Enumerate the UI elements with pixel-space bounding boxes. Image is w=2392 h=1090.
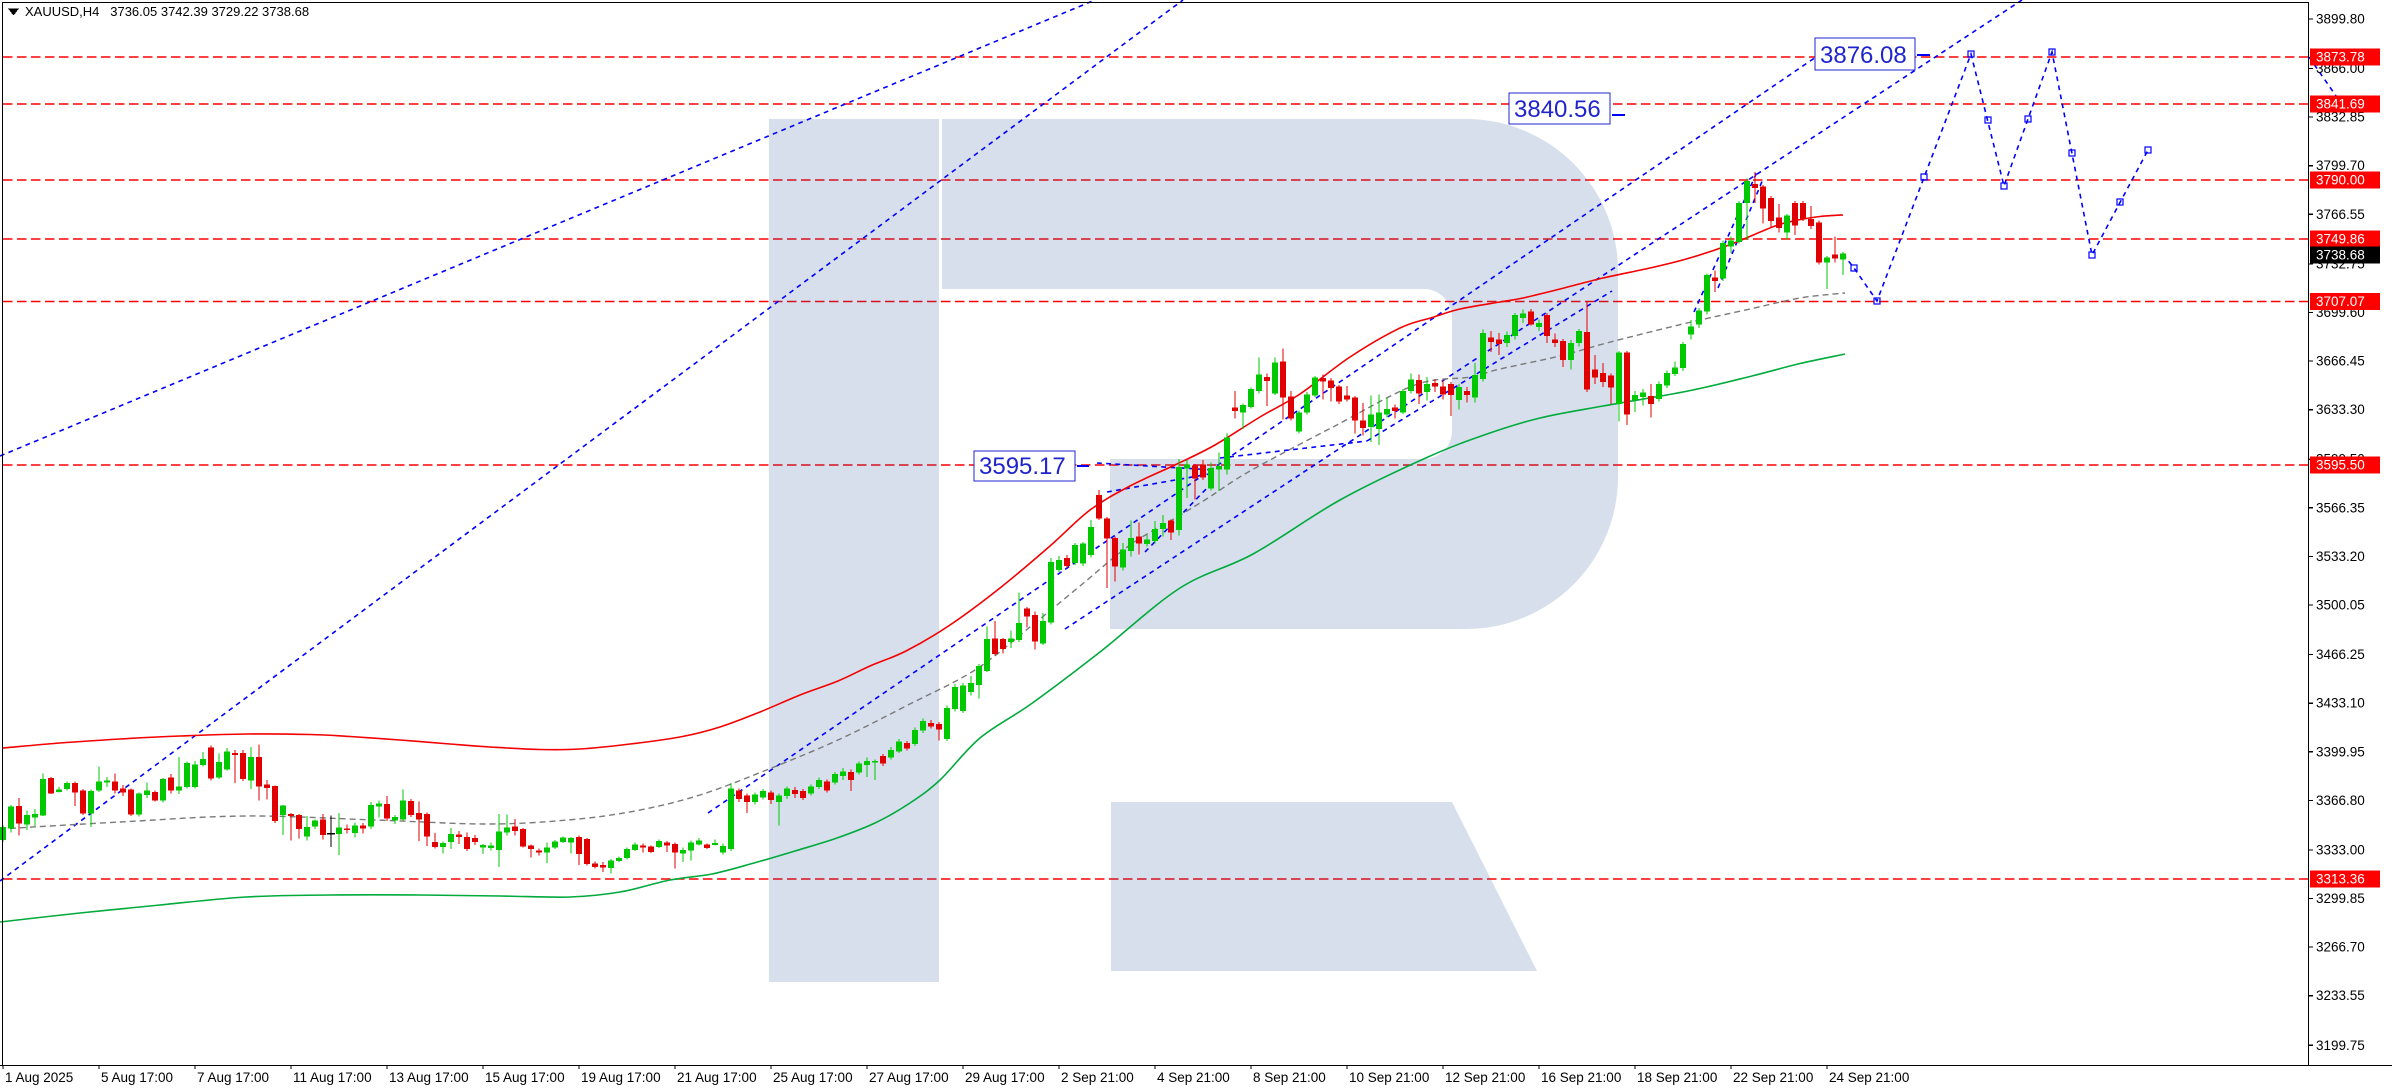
- svg-text:3666.45: 3666.45: [2316, 354, 2365, 369]
- svg-text:3876.08: 3876.08: [1820, 42, 1907, 69]
- svg-text:3595.50: 3595.50: [2316, 458, 2365, 473]
- svg-text:13 Aug 17:00: 13 Aug 17:00: [389, 1070, 469, 1085]
- svg-text:3366.80: 3366.80: [2316, 793, 2365, 808]
- svg-text:1 Aug 2025: 1 Aug 2025: [5, 1070, 73, 1085]
- svg-text:8 Sep 21:00: 8 Sep 21:00: [1253, 1070, 1326, 1085]
- svg-text:25 Aug 17:00: 25 Aug 17:00: [773, 1070, 853, 1085]
- svg-text:3790.00: 3790.00: [2316, 173, 2365, 188]
- svg-text:18 Sep 21:00: 18 Sep 21:00: [1637, 1070, 1717, 1085]
- svg-text:3466.25: 3466.25: [2316, 647, 2365, 662]
- svg-text:3433.10: 3433.10: [2316, 696, 2365, 711]
- svg-text:3399.95: 3399.95: [2316, 744, 2365, 759]
- svg-text:3266.70: 3266.70: [2316, 940, 2365, 955]
- svg-text:3766.55: 3766.55: [2316, 207, 2365, 222]
- svg-text:11 Aug 17:00: 11 Aug 17:00: [293, 1070, 372, 1085]
- svg-text:21 Aug 17:00: 21 Aug 17:00: [677, 1070, 757, 1085]
- svg-text:7 Aug 17:00: 7 Aug 17:00: [197, 1070, 269, 1085]
- svg-text:5 Aug 17:00: 5 Aug 17:00: [101, 1070, 173, 1085]
- svg-text:3738.68: 3738.68: [2316, 248, 2365, 263]
- svg-text:16 Sep 21:00: 16 Sep 21:00: [1541, 1070, 1621, 1085]
- svg-text:27 Aug 17:00: 27 Aug 17:00: [869, 1070, 949, 1085]
- svg-text:3799.70: 3799.70: [2316, 158, 2365, 173]
- svg-text:3832.85: 3832.85: [2316, 110, 2365, 125]
- svg-text:XAUUSD,H4 3736.05 3742.39 37: XAUUSD,H4 3736.05 3742.39 3729.22 3738.6…: [25, 4, 309, 19]
- svg-text:19 Aug 17:00: 19 Aug 17:00: [581, 1070, 661, 1085]
- svg-text:3899.80: 3899.80: [2316, 12, 2365, 27]
- svg-text:3313.36: 3313.36: [2316, 872, 2365, 887]
- svg-text:3707.07: 3707.07: [2316, 294, 2365, 309]
- svg-text:3299.85: 3299.85: [2316, 891, 2365, 906]
- svg-text:3633.30: 3633.30: [2316, 402, 2365, 417]
- svg-text:3566.35: 3566.35: [2316, 500, 2365, 515]
- svg-text:15 Aug 17:00: 15 Aug 17:00: [485, 1070, 565, 1085]
- svg-text:24 Sep 21:00: 24 Sep 21:00: [1829, 1070, 1909, 1085]
- svg-text:3533.20: 3533.20: [2316, 549, 2365, 564]
- svg-text:29 Aug 17:00: 29 Aug 17:00: [965, 1070, 1045, 1085]
- svg-text:3333.00: 3333.00: [2316, 842, 2365, 857]
- svg-text:12 Sep 21:00: 12 Sep 21:00: [1445, 1070, 1525, 1085]
- svg-text:3199.75: 3199.75: [2316, 1038, 2365, 1053]
- svg-text:3749.86: 3749.86: [2316, 232, 2365, 247]
- svg-text:4 Sep 21:00: 4 Sep 21:00: [1157, 1070, 1230, 1085]
- svg-text:3233.55: 3233.55: [2316, 988, 2365, 1003]
- svg-text:3841.69: 3841.69: [2316, 97, 2365, 112]
- svg-text:3840.56: 3840.56: [1514, 96, 1601, 123]
- svg-text:3595.17: 3595.17: [979, 453, 1066, 480]
- svg-text:10 Sep 21:00: 10 Sep 21:00: [1349, 1070, 1429, 1085]
- svg-text:22 Sep 21:00: 22 Sep 21:00: [1733, 1070, 1813, 1085]
- svg-text:3500.05: 3500.05: [2316, 598, 2365, 613]
- svg-text:3873.78: 3873.78: [2316, 50, 2365, 65]
- svg-text:2 Sep 21:00: 2 Sep 21:00: [1061, 1070, 1134, 1085]
